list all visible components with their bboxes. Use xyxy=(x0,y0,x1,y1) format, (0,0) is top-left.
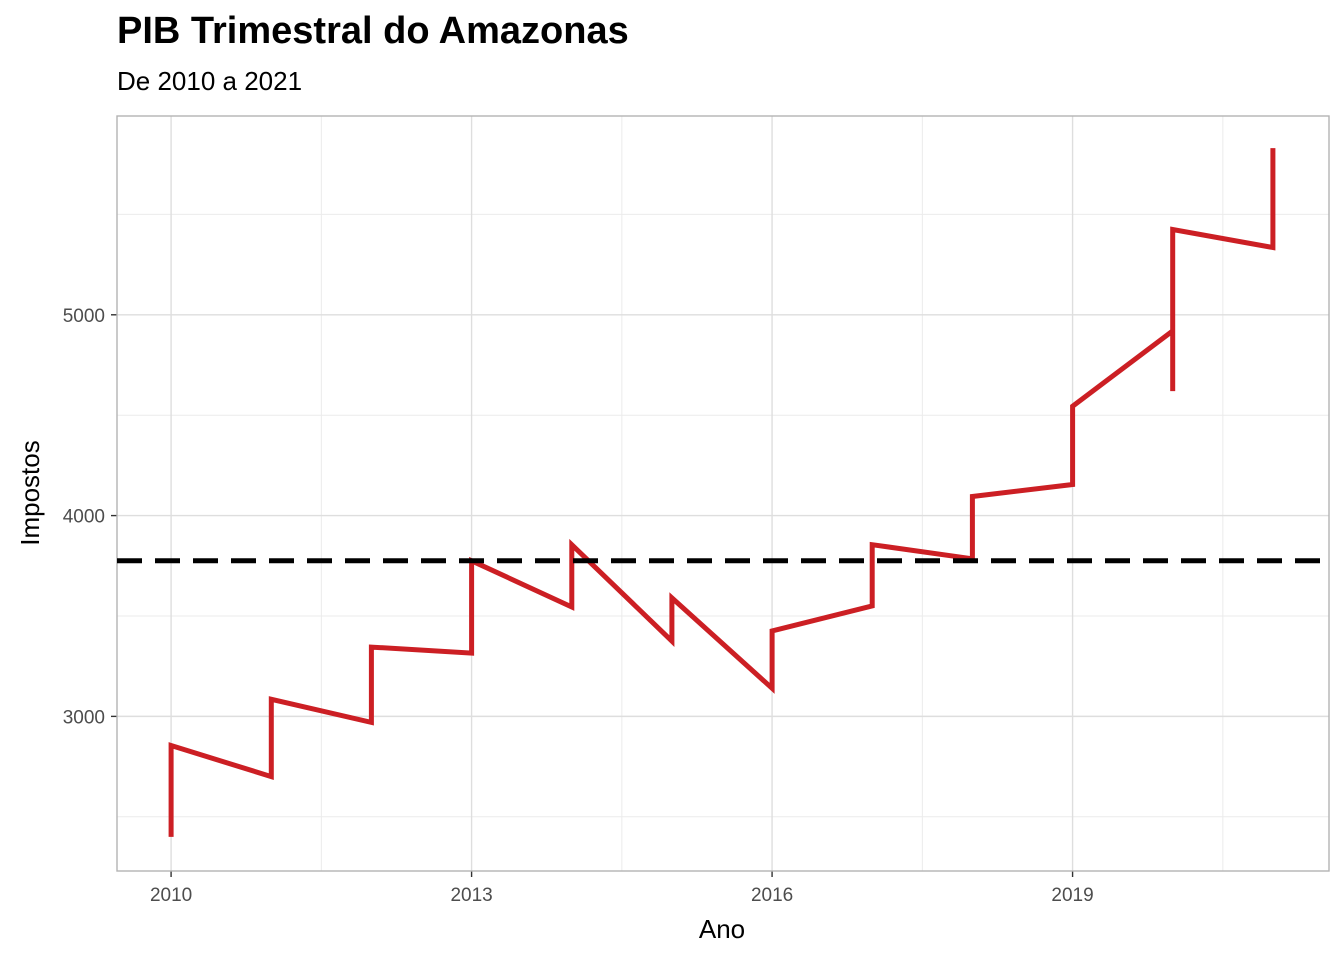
y-axis-title: Impostos xyxy=(15,440,45,546)
x-tick-label: 2010 xyxy=(150,885,192,906)
y-tick-label: 3000 xyxy=(63,707,105,728)
chart-subtitle: De 2010 a 2021 xyxy=(117,66,303,96)
y-tick-label: 4000 xyxy=(63,507,105,528)
plot-area: 2010 2013 2016 2019 3000 4000 5000 xyxy=(63,115,1330,906)
chart-title: PIB Trimestral do Amazonas xyxy=(117,10,629,52)
x-axis-title: Ano xyxy=(699,914,745,944)
x-tick-label: 2016 xyxy=(751,885,793,906)
panel-border xyxy=(116,115,1330,872)
x-tick-label: 2013 xyxy=(450,885,492,906)
series-line-0 xyxy=(168,148,1276,837)
x-tick-label: 2019 xyxy=(1051,885,1093,906)
y-tick-label: 5000 xyxy=(63,306,105,327)
